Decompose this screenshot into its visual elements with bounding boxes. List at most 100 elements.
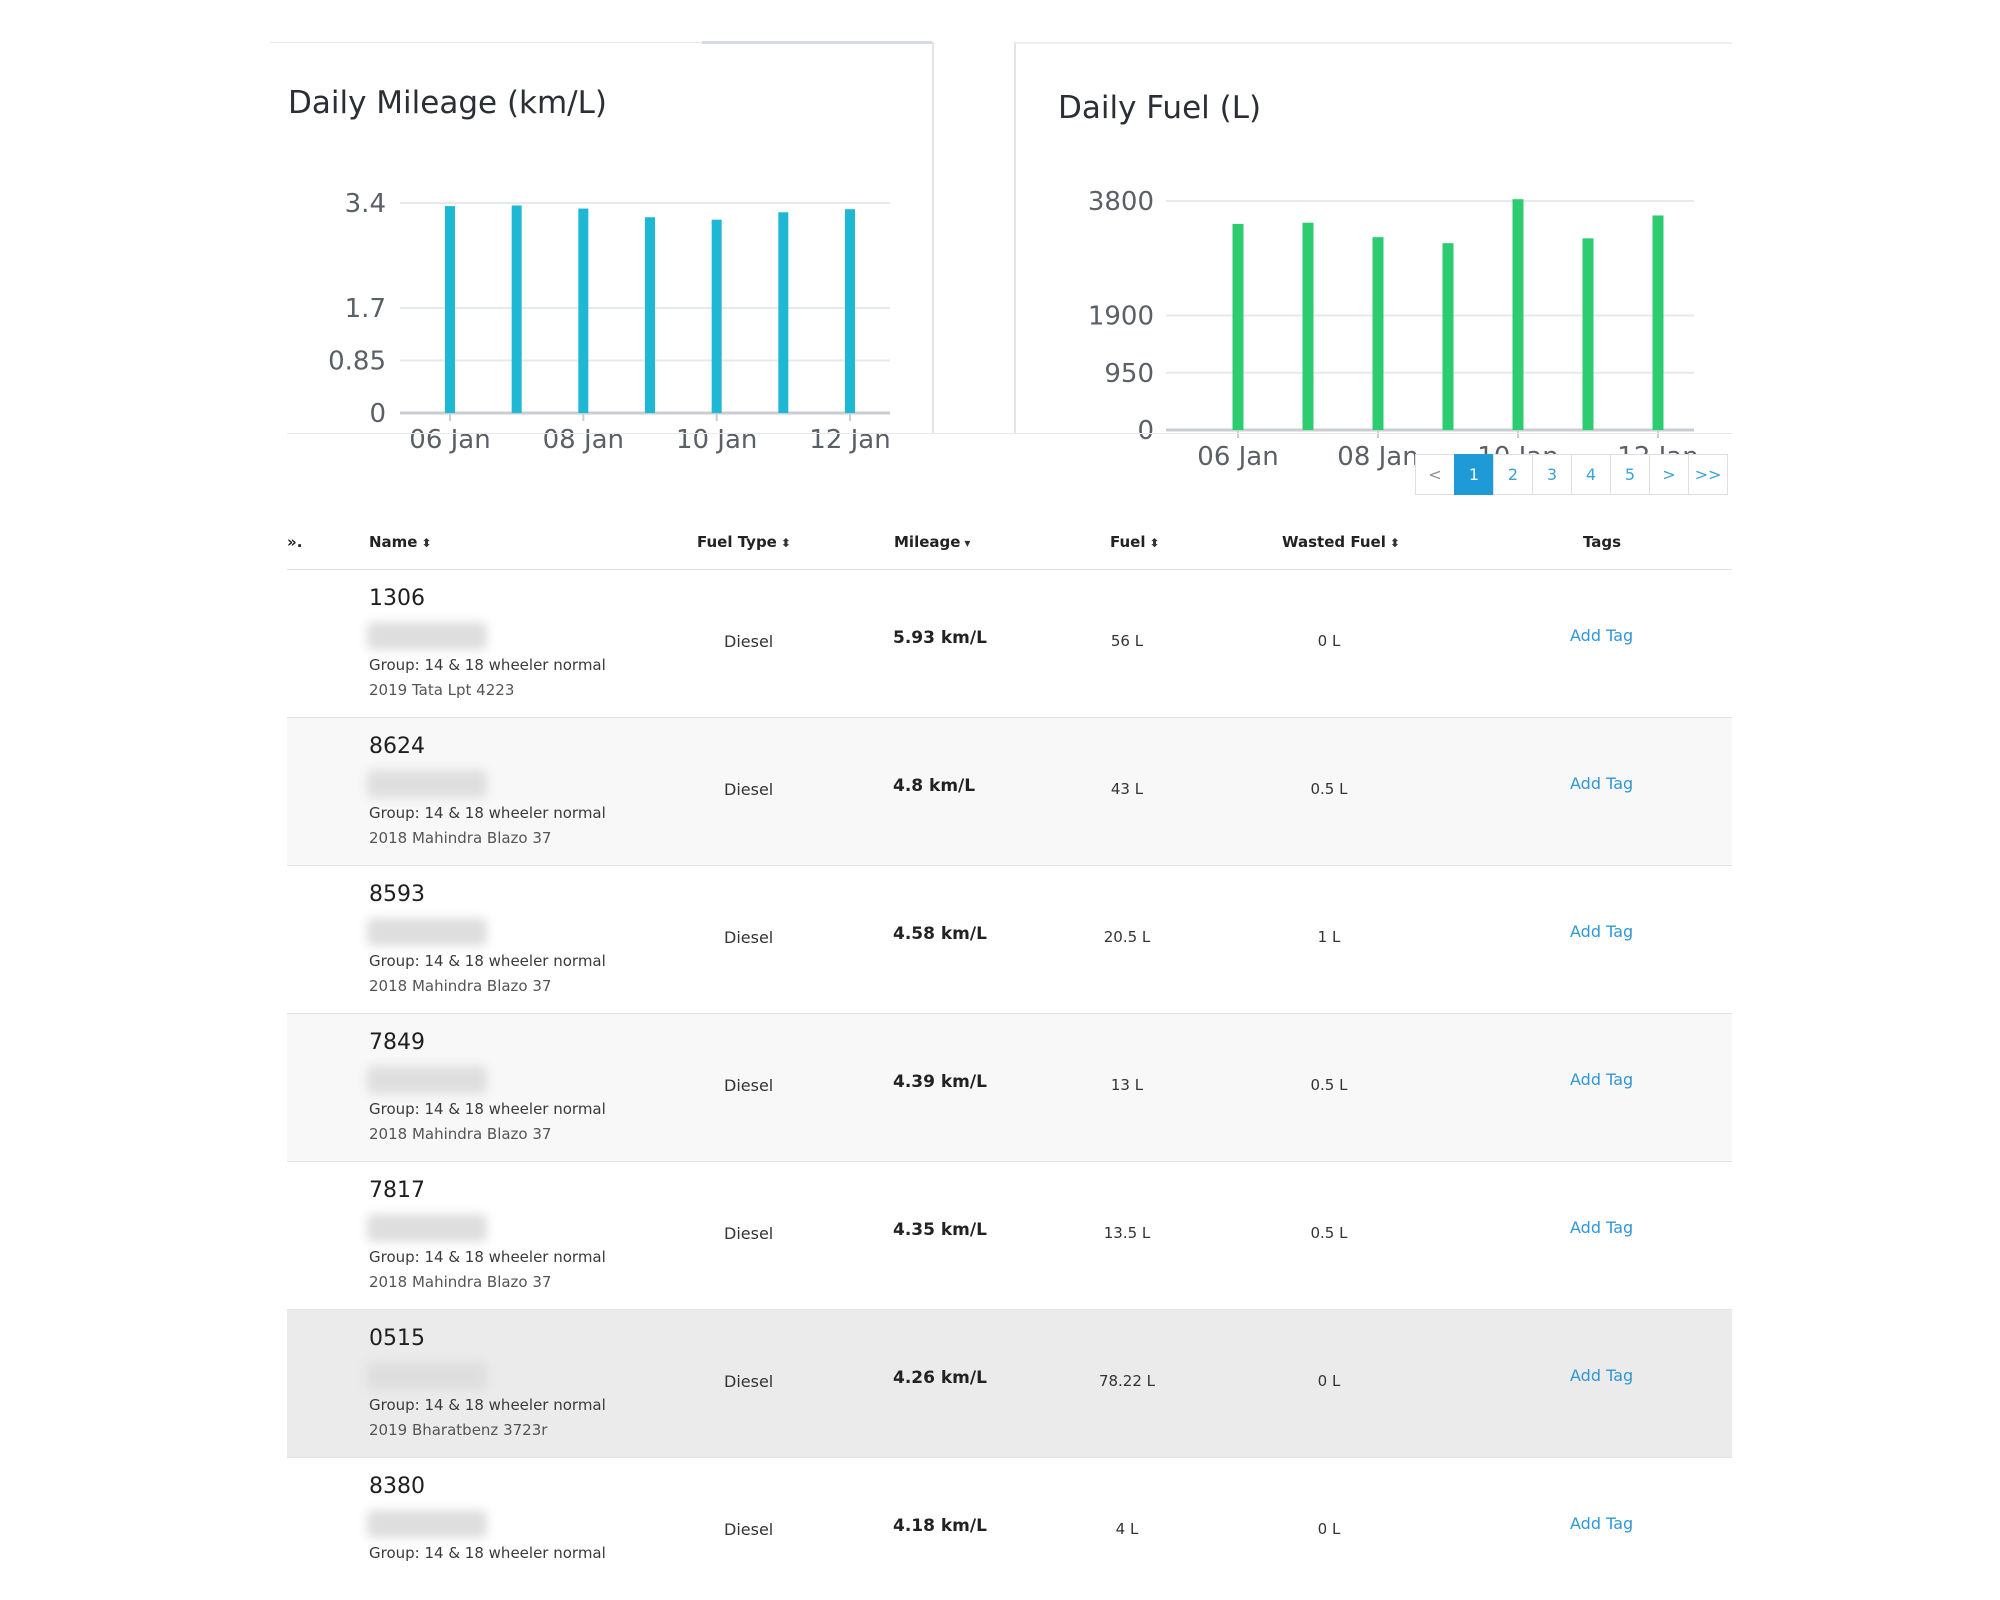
bar-10-jan[interactable] [711, 219, 722, 413]
header-index[interactable]: ». [287, 533, 303, 551]
mileage-cell: 4.39 km/L [893, 1072, 987, 1092]
fuel-type-cell: Diesel [724, 1520, 774, 1539]
fuel-type-cell: Diesel [724, 1076, 774, 1095]
bar-09-jan[interactable] [645, 217, 655, 413]
bar-12-jan[interactable] [1652, 215, 1664, 430]
bar-06-jan[interactable] [1232, 223, 1244, 430]
bar-10-jan[interactable] [1512, 199, 1524, 430]
header-wasted-fuel[interactable]: Wasted Fuel ⬍ [1282, 533, 1400, 551]
y-tick-label: 3800 [1088, 187, 1154, 217]
vehicle-model: 2019 Tata Lpt 4223 [369, 681, 515, 699]
bar-07-jan[interactable] [1302, 222, 1314, 430]
header-mileage[interactable]: Mileage ▾ [894, 533, 970, 551]
vehicle-name[interactable]: 7849 [369, 1030, 425, 1055]
page-button-1[interactable]: 1 [1454, 454, 1494, 495]
bar-09-jan[interactable] [1442, 243, 1454, 430]
add-tag-link[interactable]: Add Tag [1570, 626, 1634, 645]
add-tag-link[interactable]: Add Tag [1570, 1218, 1634, 1237]
bar-08-jan[interactable] [1372, 237, 1384, 430]
bar-07-jan[interactable] [511, 205, 522, 413]
page-button-3[interactable]: 3 [1532, 454, 1572, 495]
vehicle-name[interactable]: 7817 [369, 1178, 425, 1203]
bar-08-jan[interactable] [578, 208, 589, 413]
table-header: ». Name ⬍ Fuel Type ⬍ Mileage ▾ Fuel ⬍ Waste… [287, 520, 1732, 570]
y-tick-label: 3.4 [345, 189, 386, 219]
add-tag-link[interactable]: Add Tag [1570, 1514, 1634, 1533]
table-row[interactable]: 8593 Group: 14 & 18 wheeler normal 2018 Ma… [287, 866, 1732, 1014]
section-divider [287, 433, 1732, 434]
table-row[interactable]: 7849 Group: 14 & 18 wheeler normal 2018 Ma… [287, 1014, 1732, 1162]
fuel-cell: 20.5 L [1103, 928, 1151, 946]
table-row[interactable]: 1306 Group: 14 & 18 wheeler normal 2019 Ta… [287, 570, 1732, 718]
wasted-fuel-cell: 0.5 L [1310, 1076, 1348, 1094]
add-tag-link[interactable]: Add Tag [1570, 922, 1634, 941]
add-tag-link[interactable]: Add Tag [1570, 774, 1634, 793]
sort-icon: ⬍ [780, 536, 791, 550]
fuel-cell: 4 L [1115, 1520, 1139, 1538]
bar-11-jan[interactable] [1582, 238, 1594, 430]
bar-11-jan[interactable] [778, 212, 789, 413]
wasted-fuel-cell: 1 L [1317, 928, 1341, 946]
mileage-cell: 4.58 km/L [893, 924, 987, 944]
page-next-button[interactable]: > [1649, 454, 1689, 495]
vehicle-name[interactable]: 8624 [369, 734, 425, 759]
fuel-cell: 13 L [1110, 1076, 1144, 1094]
vehicle-name[interactable]: 1306 [369, 586, 425, 611]
header-fuel[interactable]: Fuel ⬍ [1110, 533, 1160, 551]
fuel-cell: 78.22 L [1098, 1372, 1156, 1390]
vehicle-name[interactable]: 0515 [369, 1326, 425, 1351]
table-body: 1306 Group: 14 & 18 wheeler normal 2019 Ta… [287, 570, 1732, 1600]
sort-icon: ⬍ [1149, 536, 1160, 550]
header-tags: Tags [1583, 533, 1622, 551]
vehicle-name[interactable]: 8380 [369, 1474, 425, 1499]
mileage-cell: 4.35 km/L [893, 1220, 987, 1240]
page-button-4[interactable]: 4 [1571, 454, 1611, 495]
table-row[interactable]: 0515 Group: 14 & 18 wheeler normal 2019 Bh… [287, 1310, 1732, 1458]
header-mileage-label: Mileage [894, 533, 961, 551]
y-tick-label: 1900 [1088, 302, 1154, 332]
vehicle-group: Group: 14 & 18 wheeler normal [369, 1396, 606, 1414]
vehicle-mileage-table: ». Name ⬍ Fuel Type ⬍ Mileage ▾ Fuel ⬍ Waste… [287, 520, 1732, 1600]
y-tick-label: 0 [1137, 416, 1154, 446]
wasted-fuel-cell: 0.5 L [1310, 1224, 1348, 1242]
fuel-type-cell: Diesel [724, 1224, 774, 1243]
vehicle-group: Group: 14 & 18 wheeler normal [369, 804, 606, 822]
vehicle-model: 2018 Mahindra Blazo 37 [369, 977, 552, 995]
add-tag-link[interactable]: Add Tag [1570, 1070, 1634, 1089]
table-row[interactable]: 8624 Group: 14 & 18 wheeler normal 2018 Ma… [287, 718, 1732, 866]
pagination: < 1 2 3 4 5 > >> [1415, 454, 1728, 495]
table-row[interactable]: 7817 Group: 14 & 18 wheeler normal 2018 Ma… [287, 1162, 1732, 1310]
vehicle-model: 2018 Mahindra Blazo 37 [369, 829, 552, 847]
vehicle-group: Group: 14 & 18 wheeler normal [369, 1248, 606, 1266]
page-prev-button[interactable]: < [1415, 454, 1455, 495]
mileage-cell: 5.93 km/L [893, 628, 987, 648]
wasted-fuel-cell: 0 L [1317, 632, 1341, 650]
y-tick-label: 0 [369, 399, 386, 429]
header-fuel-type-label: Fuel Type [697, 533, 777, 551]
header-name[interactable]: Name ⬍ [369, 533, 432, 551]
fuel-type-cell: Diesel [724, 780, 774, 799]
vehicle-group: Group: 14 & 18 wheeler normal [369, 952, 606, 970]
mileage-bar-chart: 0 0.85 1.7 3.4 06 Jan 08 Jan 10 Jan 12 Jan [328, 189, 891, 455]
page-last-button[interactable]: >> [1688, 454, 1728, 495]
page-button-5[interactable]: 5 [1610, 454, 1650, 495]
table-row[interactable]: 8380 Group: 14 & 18 wheeler normal Diesel 4… [287, 1458, 1732, 1600]
page-button-2[interactable]: 2 [1493, 454, 1533, 495]
bar-06-jan[interactable] [445, 206, 455, 413]
y-tick-label: 950 [1104, 359, 1154, 389]
header-fuel-type[interactable]: Fuel Type ⬍ [697, 533, 791, 551]
x-tick-label: 10 Jan [676, 425, 757, 455]
vehicle-model: 2018 Mahindra Blazo 37 [369, 1125, 552, 1143]
bar-12-jan[interactable] [845, 209, 855, 413]
redacted-plate [367, 1362, 487, 1390]
fuel-cell: 56 L [1110, 632, 1144, 650]
mileage-cell: 4.26 km/L [893, 1368, 987, 1388]
redacted-plate [367, 622, 487, 650]
mileage-cell: 4.18 km/L [893, 1516, 987, 1536]
vehicle-name[interactable]: 8593 [369, 882, 425, 907]
y-tick-label: 1.7 [345, 294, 386, 324]
fuel-type-cell: Diesel [724, 1372, 774, 1391]
fuel-cell: 13.5 L [1103, 1224, 1151, 1242]
add-tag-link[interactable]: Add Tag [1570, 1366, 1634, 1385]
